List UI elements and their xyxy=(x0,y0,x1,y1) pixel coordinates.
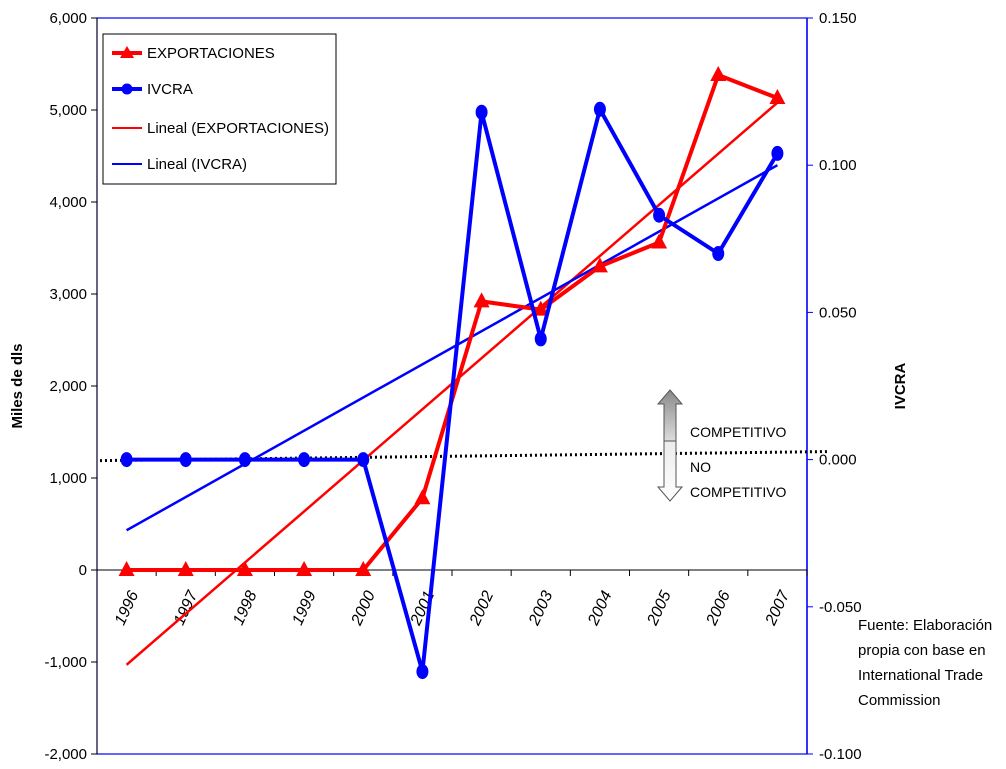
legend-label-trend-ivcra: Lineal (IVCRA) xyxy=(147,156,247,173)
data-point-ivcra xyxy=(120,452,133,468)
left-tick-label: 5,000 xyxy=(49,102,87,119)
competitivo-label: COMPETITIVO xyxy=(690,424,787,440)
data-point-exportaciones xyxy=(177,561,194,576)
trendline-lineal-ivcra- xyxy=(125,164,779,532)
data-point-exportaciones xyxy=(355,561,372,576)
legend-label-ivcra: IVCRA xyxy=(147,81,193,98)
legend: EXPORTACIONES IVCRA Lineal (EXPORTACIONE… xyxy=(102,33,337,185)
right-tick-label: 0.100 xyxy=(819,157,857,174)
data-point-ivcra xyxy=(653,207,666,223)
x-tick-label: 2004 xyxy=(585,588,616,628)
x-tick-label: 2006 xyxy=(703,588,734,628)
data-point-exportaciones xyxy=(236,561,253,576)
x-tick-label: 2001 xyxy=(407,588,438,628)
left-tick-label: -2,000 xyxy=(44,746,87,763)
source-line: Commission xyxy=(858,692,941,709)
data-point-ivcra xyxy=(475,104,488,120)
arrow-down-icon xyxy=(656,440,684,502)
data-point-exportaciones xyxy=(591,257,608,273)
data-point-exportaciones xyxy=(532,300,549,316)
right-axis-ticks: 0.150 0.100 0.050 0.000 -0.050 -0.100 xyxy=(807,10,862,763)
data-point-exportaciones xyxy=(473,292,490,308)
data-point-exportaciones xyxy=(296,561,313,576)
x-tick-label: 2002 xyxy=(466,588,497,628)
series-line-ivcra xyxy=(126,107,780,674)
data-point-ivcra xyxy=(593,101,606,117)
right-tick-label: -0.050 xyxy=(819,599,862,616)
x-tick-label: 2005 xyxy=(644,588,675,628)
competitive-arrow-annotation: COMPETITIVO NO COMPETITIVO xyxy=(656,389,787,502)
left-tick-label: 0 xyxy=(79,562,87,579)
x-tick-label: 1999 xyxy=(289,588,319,628)
legend-label-exportaciones: EXPORTACIONES xyxy=(147,45,275,62)
data-point-exportaciones xyxy=(651,233,668,249)
source-line: propia con base en xyxy=(858,642,986,659)
data-point-exportaciones xyxy=(414,489,431,505)
right-tick-label: 0.050 xyxy=(819,304,857,321)
circle-marker-icon xyxy=(121,83,133,95)
source-note: Fuente: Elaboración propia con base en I… xyxy=(858,613,1006,713)
legend-label-trend-exportaciones: Lineal (EXPORTACIONES) xyxy=(147,120,329,137)
left-tick-label: 4,000 xyxy=(49,194,87,211)
right-tick-label: -0.100 xyxy=(819,746,862,763)
data-point-ivcra xyxy=(357,452,370,468)
left-tick-label: 6,000 xyxy=(49,10,87,27)
data-point-ivcra xyxy=(712,246,725,262)
left-tick-label: 3,000 xyxy=(49,286,87,303)
series-group xyxy=(118,66,786,680)
triangle-marker-icon xyxy=(120,46,134,58)
data-point-exportaciones xyxy=(118,561,135,576)
arrow-up-icon xyxy=(656,389,684,442)
source-line: Fuente: Elaboración xyxy=(858,617,993,634)
data-point-ivcra xyxy=(416,664,429,680)
legend-box xyxy=(102,33,337,185)
data-point-ivcra xyxy=(238,452,251,468)
right-tick-label: 0.150 xyxy=(819,10,857,27)
data-point-ivcra xyxy=(771,145,784,161)
source-line: International Trade xyxy=(858,667,984,684)
data-point-exportaciones xyxy=(769,89,786,105)
left-axis-ticks: 6,000 5,000 4,000 3,000 2,000 1,000 0 -1,000 -2,… xyxy=(44,10,97,763)
left-tick-label: -1,000 xyxy=(44,654,87,671)
data-point-exportaciones xyxy=(710,66,727,82)
left-axis-title: Miles de dls xyxy=(9,343,26,428)
x-tick-label: 1998 xyxy=(230,588,260,628)
data-point-ivcra xyxy=(534,331,547,347)
no-label: NO xyxy=(690,459,711,475)
data-point-ivcra xyxy=(179,452,192,468)
x-tick-label: 1996 xyxy=(112,588,142,628)
no-competitivo-label: COMPETITIVO xyxy=(690,484,787,500)
x-tick-label: 2003 xyxy=(526,588,557,628)
x-tick-label: 2000 xyxy=(348,588,379,628)
right-tick-label: 0.000 xyxy=(819,452,857,469)
right-axis-title: IVCRA xyxy=(892,362,909,409)
left-tick-label: 1,000 xyxy=(49,470,87,487)
data-point-ivcra xyxy=(298,452,311,468)
left-tick-label: 2,000 xyxy=(49,378,87,395)
x-tick-label: 2007 xyxy=(762,587,793,628)
